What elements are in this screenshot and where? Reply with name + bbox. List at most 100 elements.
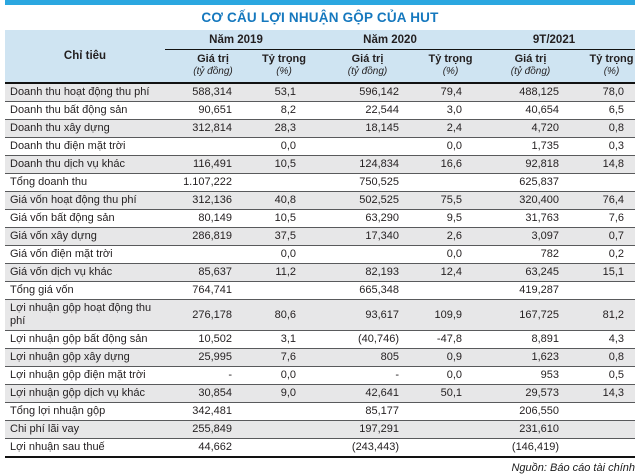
row-label: Giá vốn hoạt động thu phí [5,191,165,210]
cell-value-9t2021: 29,573 [473,384,570,403]
report-figure: CƠ CẤU LỢI NHUẬN GỘP CỦA HUT Chỉ tiêu Nă… [5,0,636,474]
cell-value-2019: 116,491 [165,155,243,174]
cell-value-2020: 502,525 [307,191,410,210]
table-row: Lợi nhuận gộp xây dựng 25,995 7,6 805 0,… [5,348,636,367]
cell-share-2020: 2,4 [410,119,473,138]
table-row: Lợi nhuận gộp bất động sản 10,502 3,1 (4… [5,330,636,349]
cell-share-9t2021: 6,5 [570,101,636,120]
cell-value-9t2021: 625,837 [473,173,570,192]
table-row: Giá vốn bất động sản 80,149 10,5 63,290 … [5,209,636,228]
column-header-share-2020: Tỷ trọng (%) [410,49,473,84]
cell-share-2019: 3,1 [243,330,307,349]
cell-value-9t2021: 488,125 [473,82,570,102]
cell-value-2019: 255,849 [165,420,243,439]
row-label: Lợi nhuận gộp điện mặt trời [5,366,165,385]
value-header-unit: (tỷ đồng) [193,66,233,77]
row-label: Tổng doanh thu [5,173,165,192]
row-label: Tổng giá vốn [5,281,165,300]
cell-share-2020: 9,5 [410,209,473,228]
cell-share-2020 [410,438,473,458]
table-row: Giá vốn điện mặt trời 0,0 0,0 782 0,2 [5,245,636,264]
table-row: Chi phí lãi vay 255,849 197,291 231,610 [5,420,636,439]
cell-value-2020: (243,443) [307,438,410,458]
cell-share-2019 [243,173,307,192]
cell-share-2019 [243,402,307,421]
cell-share-9t2021: 0,8 [570,348,636,367]
cell-value-2020: (40,746) [307,330,410,349]
cell-value-9t2021: 953 [473,366,570,385]
cell-value-2019: - [165,366,243,385]
cell-share-2019: 0,0 [243,137,307,156]
row-label: Giá vốn xây dựng [5,227,165,246]
group-header-row: Chỉ tiêu Năm 2019 Năm 2020 9T/2021 [5,30,636,84]
cell-share-2019: 9,0 [243,384,307,403]
cell-share-9t2021: 76,4 [570,191,636,210]
cell-share-9t2021: 0,2 [570,245,636,264]
row-label: Doanh thu hoạt động thu phí [5,82,165,102]
cell-share-2019: 0,0 [243,245,307,264]
cell-value-2019: 80,149 [165,209,243,228]
cell-share-2019: 11,2 [243,263,307,282]
share-header-label: Tỷ trọng [262,53,306,65]
row-label: Lợi nhuận gộp xây dựng [5,348,165,367]
row-label: Giá vốn điện mặt trời [5,245,165,264]
table-row: Tổng doanh thu 1.107,222 750,525 625,837 [5,173,636,192]
cell-share-2019 [243,420,307,439]
cell-value-2020: 22,544 [307,101,410,120]
cell-share-2020: 0,9 [410,348,473,367]
cell-value-2019: 286,819 [165,227,243,246]
cell-share-2019: 7,6 [243,348,307,367]
cell-share-2020: 50,1 [410,384,473,403]
cell-share-2019: 37,5 [243,227,307,246]
cell-share-2020: 75,5 [410,191,473,210]
cell-share-2020: 0,0 [410,137,473,156]
column-group-2020: Năm 2020 [307,30,473,50]
cell-share-2020: 109,9 [410,299,473,331]
cell-value-2020: 82,193 [307,263,410,282]
cell-value-9t2021: 167,725 [473,299,570,331]
cell-share-2020: 2,6 [410,227,473,246]
cell-value-2020: 596,142 [307,82,410,102]
cell-share-2019: 80,6 [243,299,307,331]
cell-value-2020: 63,290 [307,209,410,228]
cell-value-2019 [165,137,243,156]
cell-share-2019: 53,1 [243,82,307,102]
cell-value-9t2021: 1,735 [473,137,570,156]
table-row: Giá vốn hoạt động thu phí 312,136 40,8 5… [5,191,636,210]
cell-share-9t2021: 81,2 [570,299,636,331]
table-row: Tổng giá vốn 764,741 665,348 419,287 [5,281,636,300]
table-row: Giá vốn xây dựng 286,819 37,5 17,340 2,6… [5,227,636,246]
cell-share-2020: -47,8 [410,330,473,349]
cell-share-9t2021: 78,0 [570,82,636,102]
cell-share-9t2021: 0,7 [570,227,636,246]
cell-value-9t2021: 31,763 [473,209,570,228]
value-header-label: Giá trị [351,53,384,65]
cell-value-9t2021: 231,610 [473,420,570,439]
top-accent-bar [5,0,635,5]
cell-value-2020: 17,340 [307,227,410,246]
cell-value-9t2021: 419,287 [473,281,570,300]
cell-value-9t2021: 3,097 [473,227,570,246]
cell-share-2019: 28,3 [243,119,307,138]
cell-value-2019 [165,245,243,264]
row-label: Doanh thu dịch vụ khác [5,155,165,174]
column-header-value-2019: Giá trị (tỷ đồng) [165,49,243,84]
column-header-value-2020: Giá trị (tỷ đồng) [307,49,410,84]
column-header-value-9t2021: Giá trị (tỷ đồng) [473,49,570,84]
column-header-share-9t2021: Tỷ trọng (%) [570,49,636,84]
table-row: Lợi nhuận gộp hoạt động thu phí 276,178 … [5,299,636,331]
cell-share-9t2021 [570,438,636,458]
row-label: Doanh thu bất động sản [5,101,165,120]
cell-share-2020: 12,4 [410,263,473,282]
cell-share-2020 [410,420,473,439]
table-row: Doanh thu xây dựng 312,814 28,3 18,145 2… [5,119,636,138]
cell-share-9t2021: 7,6 [570,209,636,228]
cell-value-2020: 805 [307,348,410,367]
cell-share-9t2021: 14,3 [570,384,636,403]
cell-share-2019: 40,8 [243,191,307,210]
row-label: Lợi nhuận gộp dịch vụ khác [5,384,165,403]
value-header-label: Giá trị [514,53,547,65]
cell-share-2020: 0,0 [410,245,473,264]
cell-share-9t2021: 4,3 [570,330,636,349]
cell-share-9t2021 [570,173,636,192]
